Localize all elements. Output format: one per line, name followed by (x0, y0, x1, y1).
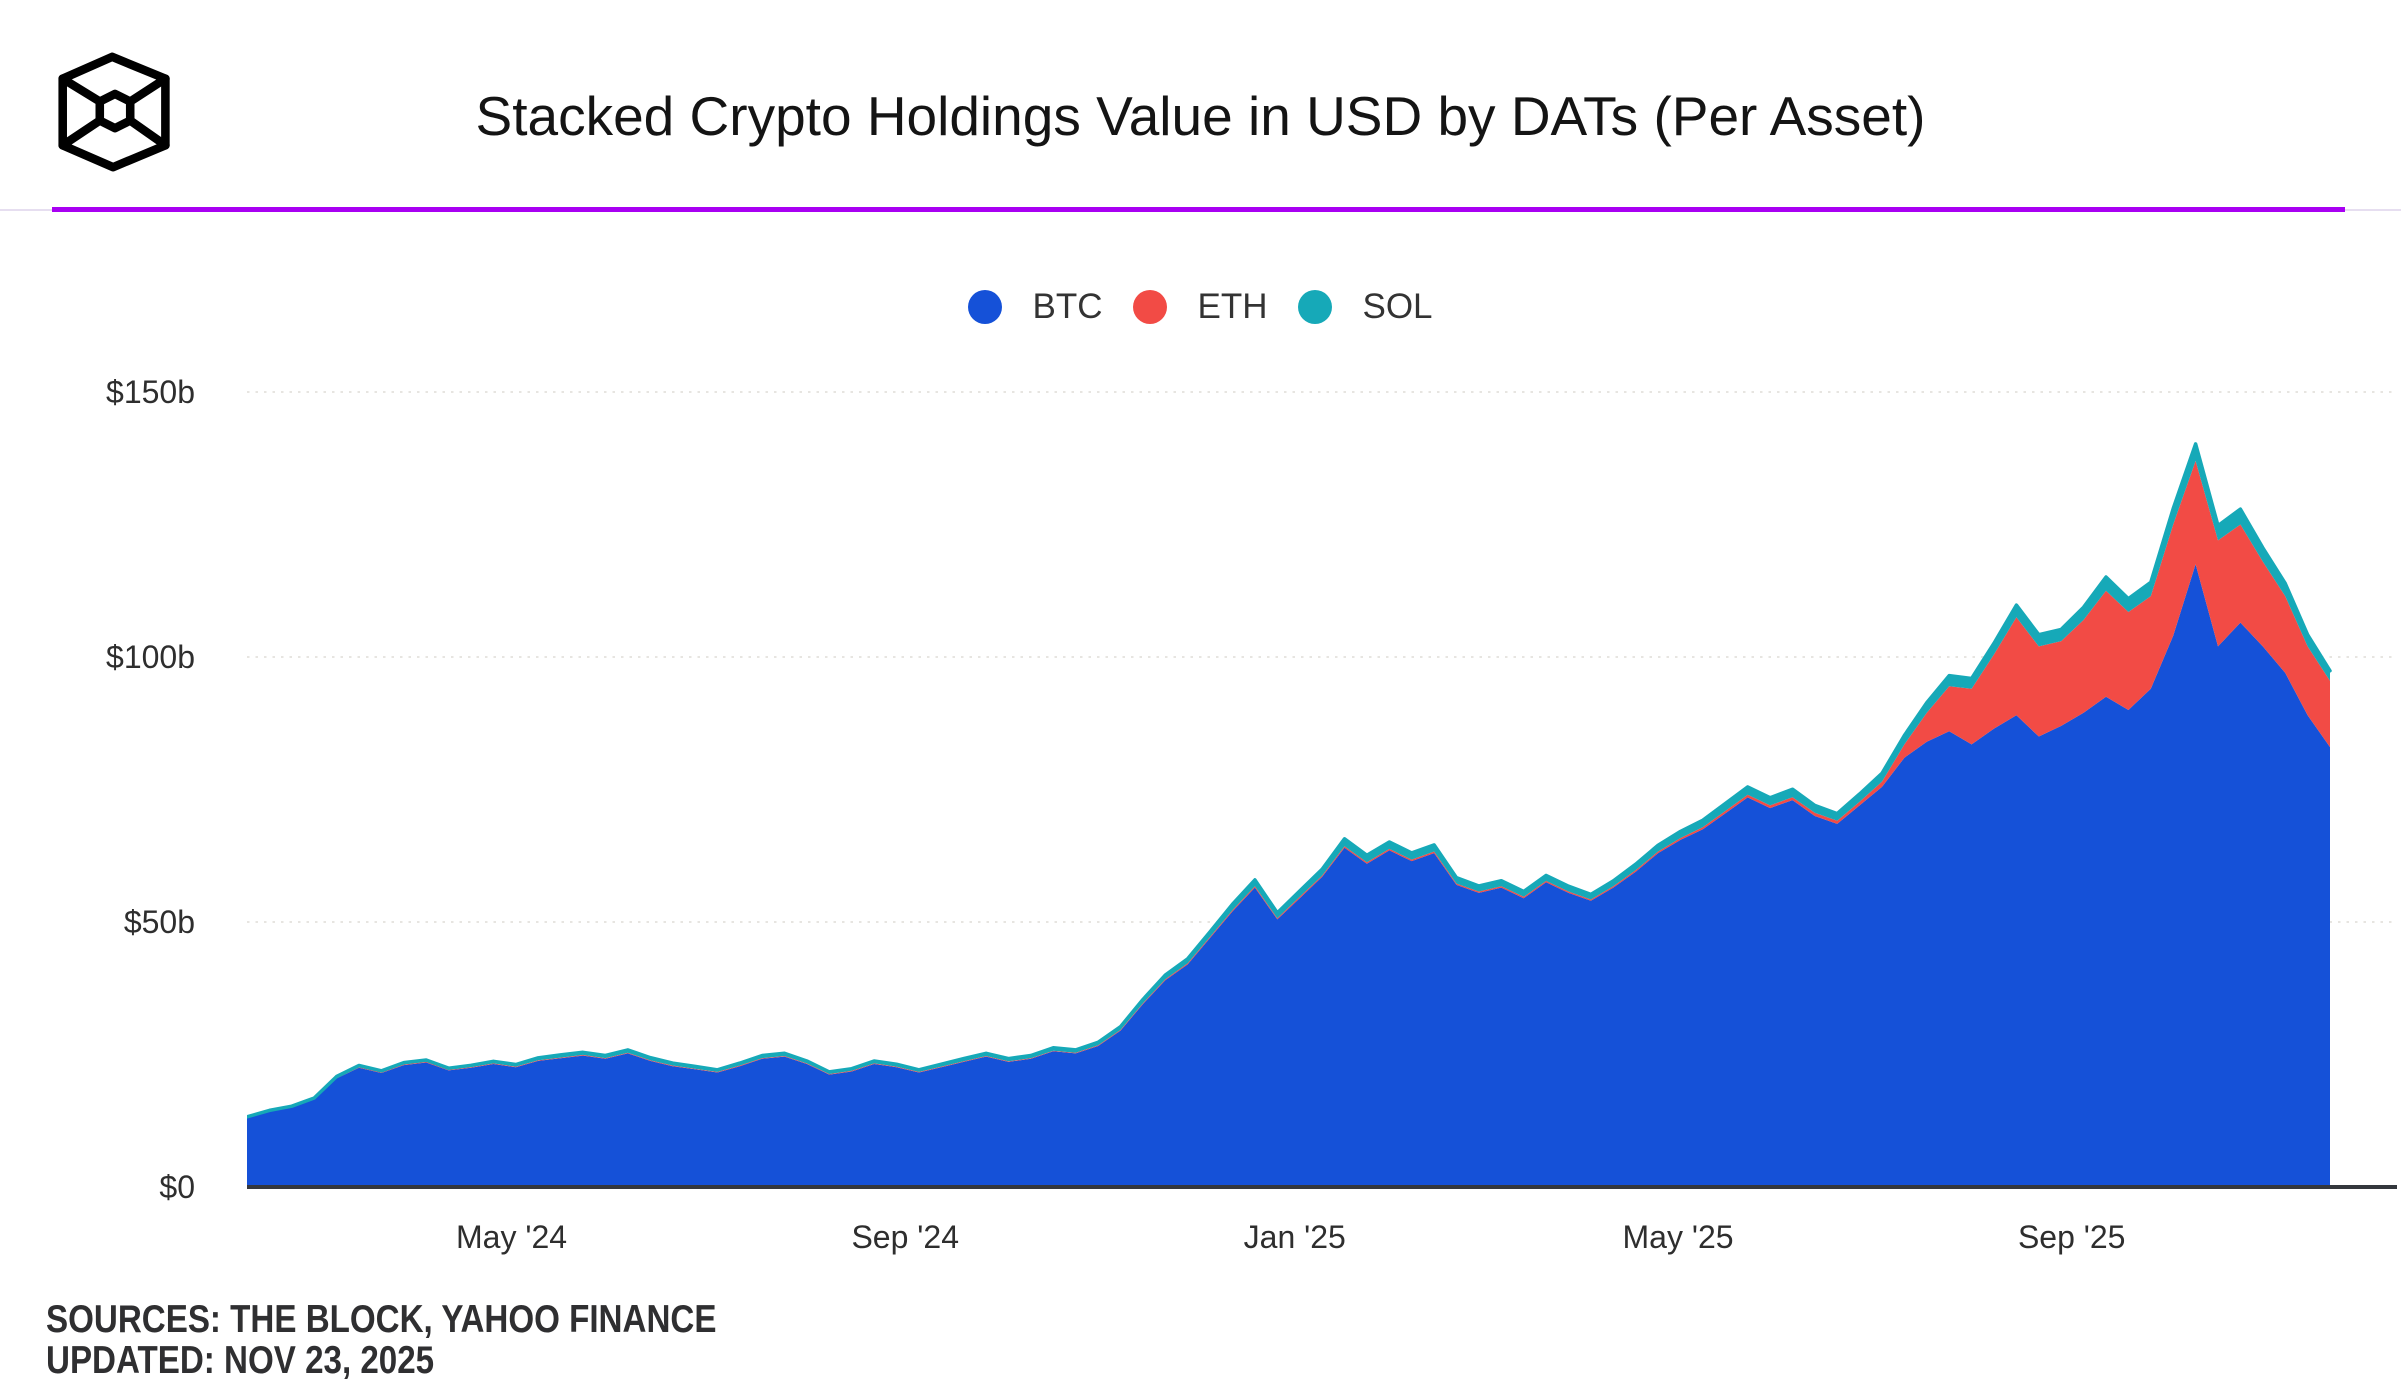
legend-item-sol[interactable]: SOL (1298, 287, 1433, 327)
sol-top-line (247, 442, 2332, 1119)
the-block-logo (57, 50, 173, 174)
x-tick-label: Jan '25 (1243, 1219, 1346, 1255)
divider-line-purple (52, 207, 2345, 212)
legend-label-btc: BTC (1032, 287, 1103, 326)
cube-logo-icon (58, 52, 170, 172)
sol-series-dot-icon (1298, 290, 1333, 324)
stacked-area-chart[interactable] (247, 380, 2397, 1195)
updated-line: UPDATED: NOV 23, 2025 (46, 1339, 435, 1382)
btc-area (247, 564, 2330, 1187)
legend: BTC ETH SOL (0, 287, 2401, 327)
y-tick-label: $50b (123, 904, 195, 940)
page-title: Stacked Crypto Holdings Value in USD by … (475, 85, 1926, 147)
legend-label-sol: SOL (1362, 287, 1433, 326)
sources-line: SOURCES: THE BLOCK, YAHOO FINANCE (46, 1298, 717, 1341)
source-note: SOURCES: THE BLOCK, YAHOO FINANCE UPDATE… (46, 1299, 716, 1381)
y-tick-label: $0 (159, 1169, 195, 1205)
legend-label-eth: ETH (1197, 287, 1268, 326)
legend-item-eth[interactable]: ETH (1133, 287, 1267, 327)
x-tick-label: Sep '25 (2017, 1219, 2126, 1255)
y-tick-label: $100b (106, 639, 195, 675)
btc-series-dot-icon (968, 290, 1003, 324)
x-tick-label: May '25 (1622, 1219, 1734, 1255)
y-tick-label: $150b (106, 374, 195, 410)
eth-series-dot-icon (1133, 290, 1168, 324)
plot-area[interactable] (247, 380, 2397, 1195)
legend-item-btc[interactable]: BTC (968, 287, 1102, 327)
x-tick-label: May '24 (456, 1219, 568, 1255)
x-tick-label: Sep '24 (851, 1219, 959, 1255)
